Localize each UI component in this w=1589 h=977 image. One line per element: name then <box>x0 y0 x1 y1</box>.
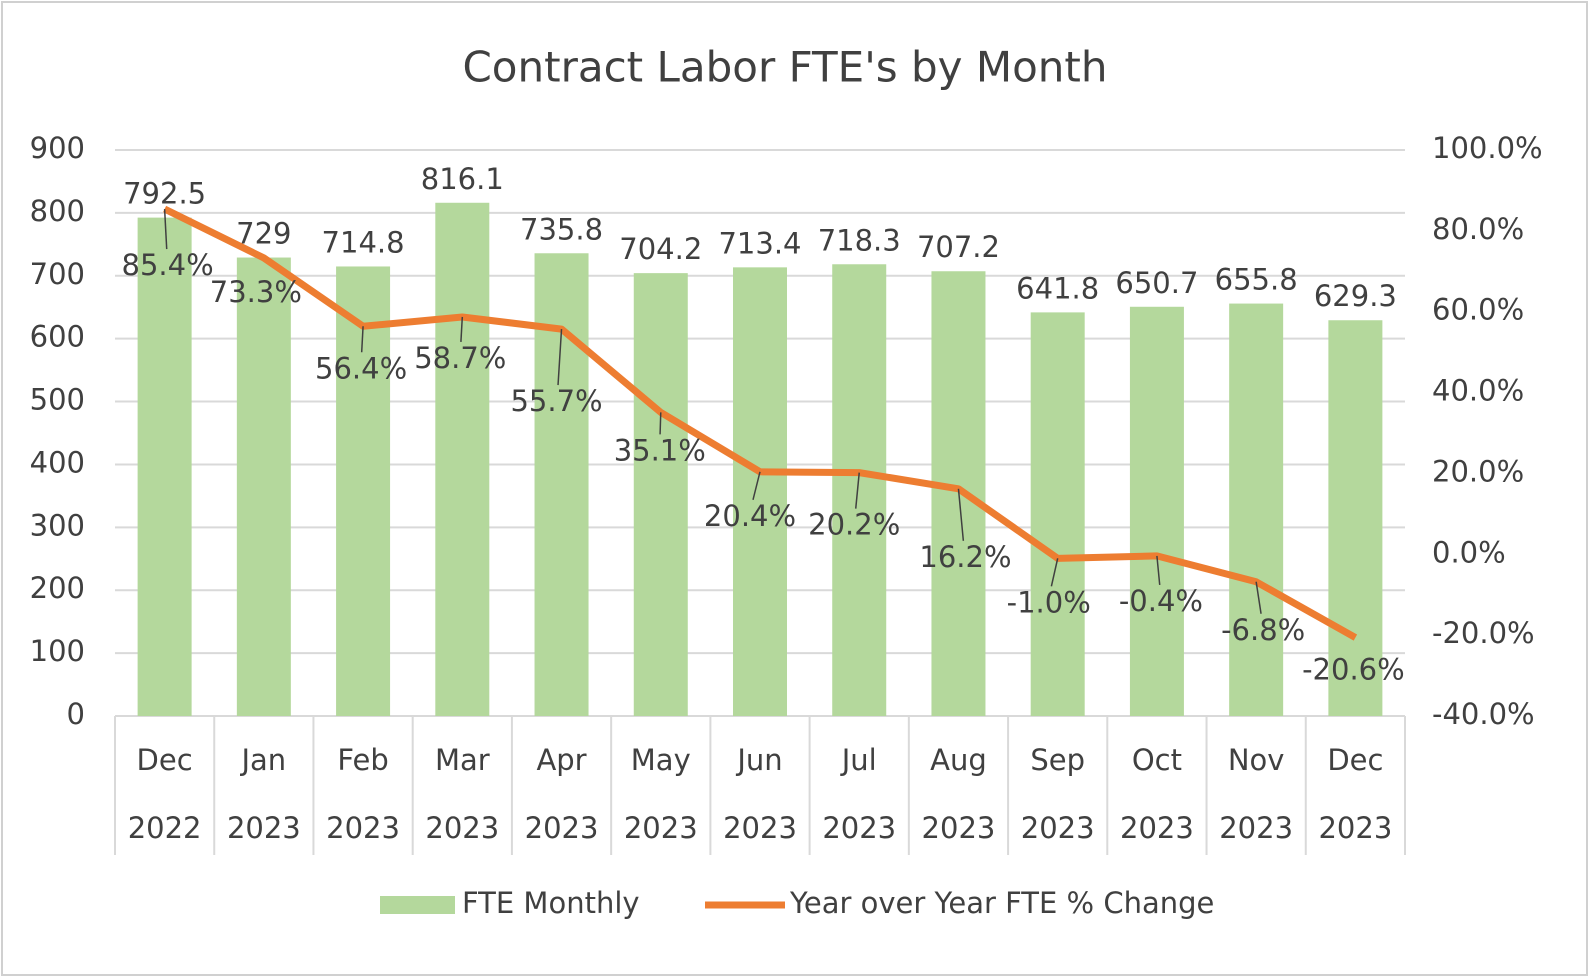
y-tick-label: 300 <box>30 508 85 542</box>
legend-label: FTE Monthly <box>462 886 640 920</box>
y2-tick-label: -20.0% <box>1432 616 1535 650</box>
bar <box>633 273 688 716</box>
leader-line <box>1050 558 1059 587</box>
x-tick-label: Nov <box>1228 743 1285 777</box>
leader-line <box>957 488 965 541</box>
x-tick-label: Apr <box>536 743 586 777</box>
x-tick-label: 2023 <box>1120 811 1194 845</box>
leader-line <box>557 329 563 386</box>
bar <box>1328 320 1383 716</box>
x-tick-label: 2022 <box>128 811 202 845</box>
leader-line <box>163 208 168 250</box>
bar <box>435 202 490 716</box>
line-value-label: 20.2% <box>808 508 900 542</box>
bar <box>733 267 787 716</box>
bar-value-label: 641.8 <box>1016 271 1099 305</box>
bar-value-label: 655.8 <box>1215 263 1298 297</box>
x-tick-label: 2023 <box>525 811 599 845</box>
bar <box>137 217 192 716</box>
line-value-label: -1.0% <box>1007 585 1091 619</box>
y-tick-label: 900 <box>30 131 85 165</box>
x-tick-label: Mar <box>435 743 490 777</box>
line-value-label: 55.7% <box>510 384 602 418</box>
bar-value-label: 707.2 <box>917 230 1000 264</box>
x-tick-label: Oct <box>1132 743 1182 777</box>
x-tick-label: 2023 <box>922 811 996 845</box>
y2-tick-label: 80.0% <box>1432 212 1524 246</box>
y-tick-label: 600 <box>30 320 85 354</box>
bar <box>832 264 887 716</box>
bar-value-label: 704.2 <box>619 232 702 266</box>
leader-line <box>460 316 464 343</box>
x-tick-label: 2023 <box>1219 811 1293 845</box>
bar <box>1229 303 1284 716</box>
x-tick-label: 2023 <box>326 811 400 845</box>
line-value-label: -0.4% <box>1119 584 1203 618</box>
line-value-label: 35.1% <box>614 433 706 467</box>
y-tick-label: 800 <box>30 194 85 228</box>
x-tick-label: 2023 <box>1318 811 1392 845</box>
y2-tick-label: 0.0% <box>1432 535 1506 569</box>
bar-value-label: 650.7 <box>1115 266 1198 300</box>
bar-value-label: 713.4 <box>718 226 801 260</box>
leader-line <box>752 471 761 500</box>
leader-line <box>360 326 364 353</box>
y-tick-label: 100 <box>30 634 85 668</box>
x-tick-label: 2023 <box>723 811 797 845</box>
bar <box>1129 306 1184 716</box>
x-tick-label: Dec <box>137 743 193 777</box>
line-value-label: 73.3% <box>210 275 302 309</box>
x-tick-label: May <box>631 743 691 777</box>
y-tick-label: 0 <box>67 697 85 731</box>
x-tick-label: Aug <box>930 743 987 777</box>
leader-line <box>659 412 662 435</box>
line-value-label: 85.4% <box>122 248 214 282</box>
bar-value-label: 714.8 <box>322 225 405 259</box>
leader-line <box>1255 581 1262 614</box>
line-value-label: 16.2% <box>919 540 1011 574</box>
bar <box>1030 312 1085 716</box>
leader-line <box>854 472 860 509</box>
x-tick-label: 2023 <box>624 811 698 845</box>
x-tick-label: 2023 <box>1021 811 1095 845</box>
bar-value-label: 729 <box>236 217 291 251</box>
y-tick-label: 500 <box>30 383 85 417</box>
bar <box>236 257 291 716</box>
x-tick-label: Jun <box>735 743 782 777</box>
bar-value-label: 629.3 <box>1314 279 1397 313</box>
y2-tick-label: 60.0% <box>1432 293 1524 327</box>
y2-tick-label: 40.0% <box>1432 374 1524 408</box>
y-tick-label: 700 <box>30 257 85 291</box>
x-tick-label: Feb <box>337 743 388 777</box>
bar-value-label: 735.8 <box>520 212 603 246</box>
bar-value-label: 718.3 <box>818 223 901 257</box>
x-tick-label: Jan <box>239 743 286 777</box>
leader-line <box>1156 555 1161 585</box>
line-value-label: 20.4% <box>704 499 796 533</box>
bar-value-label: 792.5 <box>123 177 206 211</box>
y2-tick-label: 20.0% <box>1432 454 1524 488</box>
x-tick-label: 2023 <box>822 811 896 845</box>
legend-label: Year over Year FTE % Change <box>789 886 1214 920</box>
y-tick-label: 200 <box>30 571 85 605</box>
legend-swatch <box>380 896 455 914</box>
x-tick-label: Jul <box>840 743 877 777</box>
bar-value-label: 816.1 <box>421 162 504 196</box>
line-value-label: 58.7% <box>414 341 506 375</box>
x-tick-label: 2023 <box>227 811 301 845</box>
line-value-label: -6.8% <box>1221 613 1305 647</box>
y2-tick-label: -40.0% <box>1432 697 1535 731</box>
x-tick-label: Sep <box>1030 743 1085 777</box>
line-value-label: -20.6% <box>1302 653 1405 687</box>
x-tick-label: Dec <box>1327 743 1383 777</box>
y2-tick-label: 100.0% <box>1432 131 1543 165</box>
chart-title: Contract Labor FTE's by Month <box>462 43 1107 92</box>
bar <box>336 266 391 716</box>
x-tick-label: 2023 <box>425 811 499 845</box>
line-value-label: 56.4% <box>315 351 407 385</box>
y-tick-label: 400 <box>30 445 85 479</box>
bar <box>534 253 589 716</box>
